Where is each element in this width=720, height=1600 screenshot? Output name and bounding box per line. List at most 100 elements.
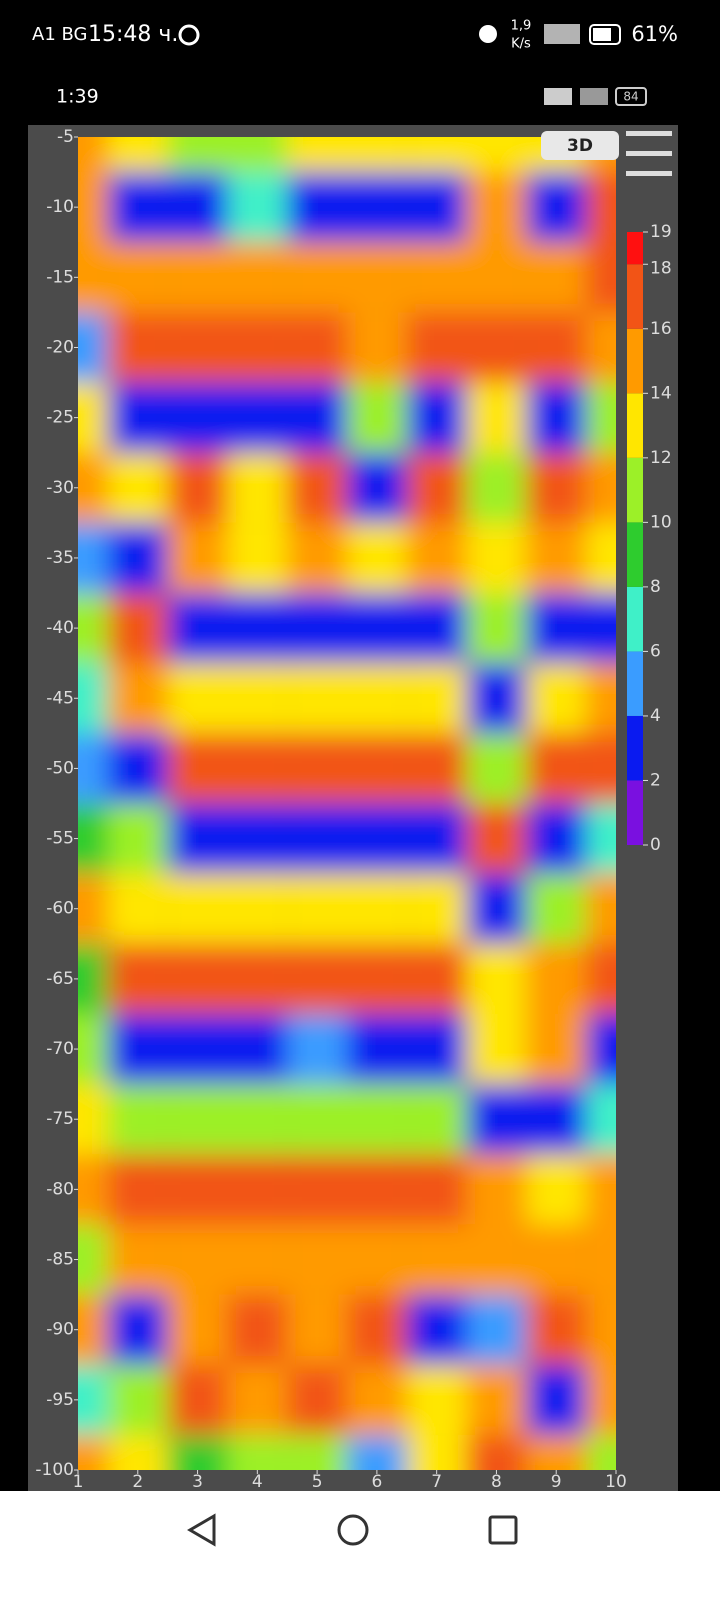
contour-cell: [347, 943, 407, 1014]
contour-cell: [287, 1294, 347, 1365]
colorbar-label: 6: [650, 641, 661, 661]
contour-cell: [406, 593, 467, 664]
contour-cell: [78, 1434, 108, 1470]
contour-cell: [107, 452, 168, 523]
battery-pct: 61%: [631, 22, 678, 46]
colorbar-label: 2: [650, 770, 661, 790]
contour-cell: [287, 803, 347, 874]
back-button[interactable]: [187, 1513, 216, 1547]
contour-cell: [347, 137, 407, 173]
contour-cell: [107, 803, 168, 874]
battery-icon: [589, 24, 621, 45]
contour-cell: [406, 1224, 467, 1295]
colorbar-label: 19: [650, 222, 672, 242]
contour-cell: [107, 382, 168, 453]
contour-cell: [406, 943, 467, 1014]
x-tick-label: 2: [132, 1472, 143, 1492]
contour-cell: [466, 242, 527, 313]
contour-cell: [287, 1154, 347, 1225]
x-tick-label: 4: [252, 1472, 263, 1492]
contour-cell: [227, 1224, 288, 1295]
3d-button-label[interactable]: 3D: [567, 136, 593, 156]
battery-level: [593, 28, 611, 41]
contour-cell: [78, 1224, 108, 1295]
contour-cell: [466, 1013, 527, 1085]
contour-cell: [227, 1294, 288, 1365]
x-tick-label: 10: [605, 1472, 627, 1492]
contour-cell: [107, 593, 168, 664]
colorbar-label: 10: [650, 512, 672, 532]
contour-cell: [526, 663, 587, 734]
contour-cell: [107, 1154, 168, 1225]
contour-cell: [227, 663, 288, 734]
y-tick-label: -5: [57, 127, 74, 147]
contour-cell: [167, 1364, 228, 1435]
y-tick-label: -70: [46, 1039, 74, 1059]
colorbar-band: [627, 522, 643, 587]
contour-field: [78, 137, 616, 1470]
colorbar-label: 16: [650, 319, 672, 339]
contour-cell: [466, 382, 527, 453]
contour-cell: [466, 312, 527, 383]
contour-cell: [287, 1434, 347, 1470]
contour-cell: [526, 1084, 587, 1155]
contour-cell: [107, 1084, 168, 1155]
colorbar-label: 14: [650, 383, 672, 403]
contour-cell: [227, 803, 288, 874]
icon: [178, 24, 200, 46]
contour-cell: [347, 593, 407, 664]
contour-cell: [107, 137, 168, 173]
contour-cell: [287, 1364, 347, 1435]
contour-cell: [167, 242, 228, 313]
contour-cell: [466, 522, 527, 594]
contour-cell: [347, 172, 407, 243]
contour-cell: [287, 1224, 347, 1295]
contour-cell: [586, 1154, 616, 1225]
contour-cell: [78, 452, 108, 523]
contour-cell: [466, 452, 527, 523]
contour-cell: [167, 1434, 228, 1470]
colorbar-band: [627, 264, 643, 329]
contour-cell: [107, 312, 168, 383]
contour-cell: [466, 593, 527, 664]
contour-cell: [227, 733, 288, 804]
contour-cell: [167, 1084, 228, 1155]
colorbar-label: 4: [650, 706, 661, 726]
contour-cell: [167, 803, 228, 874]
3d-button[interactable]: [541, 131, 619, 160]
contour-cell: [406, 1294, 467, 1365]
contour-cell: [586, 1434, 616, 1470]
contour-cell: [466, 803, 527, 874]
recents-button[interactable]: [488, 1515, 518, 1545]
colorbar-band: [627, 586, 643, 652]
contour-cell: [586, 452, 616, 523]
contour-cell: [227, 1434, 288, 1470]
contour-cell: [526, 943, 587, 1014]
contour-cell: [167, 137, 228, 173]
contour-cells: [78, 137, 616, 1470]
y-tick-label: -25: [46, 408, 74, 428]
contour-cell: [287, 242, 347, 313]
contour-cell: [167, 733, 228, 804]
contour-cell: [586, 873, 616, 944]
contour-cell: [227, 172, 288, 243]
colorbar-band: [627, 328, 643, 394]
contour-cell: [347, 873, 407, 944]
contour-cell: [586, 733, 616, 804]
y-tick-label: -65: [46, 969, 74, 989]
contour-cell: [347, 1434, 407, 1470]
contour-cell: [347, 312, 407, 383]
contour-cell: [107, 172, 168, 243]
contour-cell: [406, 663, 467, 734]
home-button[interactable]: [337, 1514, 369, 1546]
contour-cell: [526, 1154, 587, 1225]
contour-cell: [287, 873, 347, 944]
y-tick-label: -95: [46, 1390, 74, 1410]
contour-cell: [78, 803, 108, 874]
colorbar-band: [627, 393, 643, 458]
x-tick-label: 1: [73, 1472, 84, 1492]
contour-cell: [406, 312, 467, 383]
contour-cell: [406, 242, 467, 313]
menu-button[interactable]: [626, 131, 672, 176]
